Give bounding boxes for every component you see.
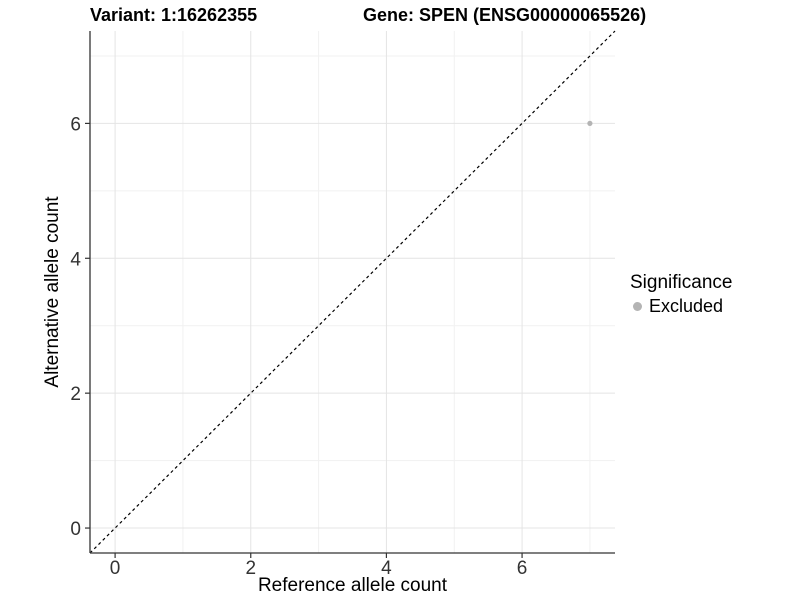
y-tick-label: 6 xyxy=(70,114,81,135)
y-tick-label: 4 xyxy=(70,249,81,270)
legend-title: Significance xyxy=(630,272,733,293)
x-tick-label: 4 xyxy=(381,558,392,579)
legend-item-label: Excluded xyxy=(649,296,724,316)
legend-item-excluded: Excluded xyxy=(630,295,732,317)
x-tick-label: 2 xyxy=(245,558,256,579)
x-tick-label: 6 xyxy=(517,558,528,579)
y-axis-label: Alternative allele count xyxy=(42,196,63,388)
x-axis-label: Reference allele count xyxy=(257,575,448,596)
x-tick-label: 0 xyxy=(110,558,121,579)
data-point xyxy=(587,120,593,126)
legend: Significance Excluded xyxy=(630,271,732,317)
variant-title: Variant: 1:16262355 xyxy=(90,5,258,25)
y-tick-label: 2 xyxy=(70,384,81,405)
identity-reference-line xyxy=(89,30,616,554)
y-tick-label: 0 xyxy=(70,519,81,540)
excluded-point-icon xyxy=(633,301,642,311)
gene-title: Gene: SPEN (ENSG00000065526) xyxy=(363,5,647,25)
